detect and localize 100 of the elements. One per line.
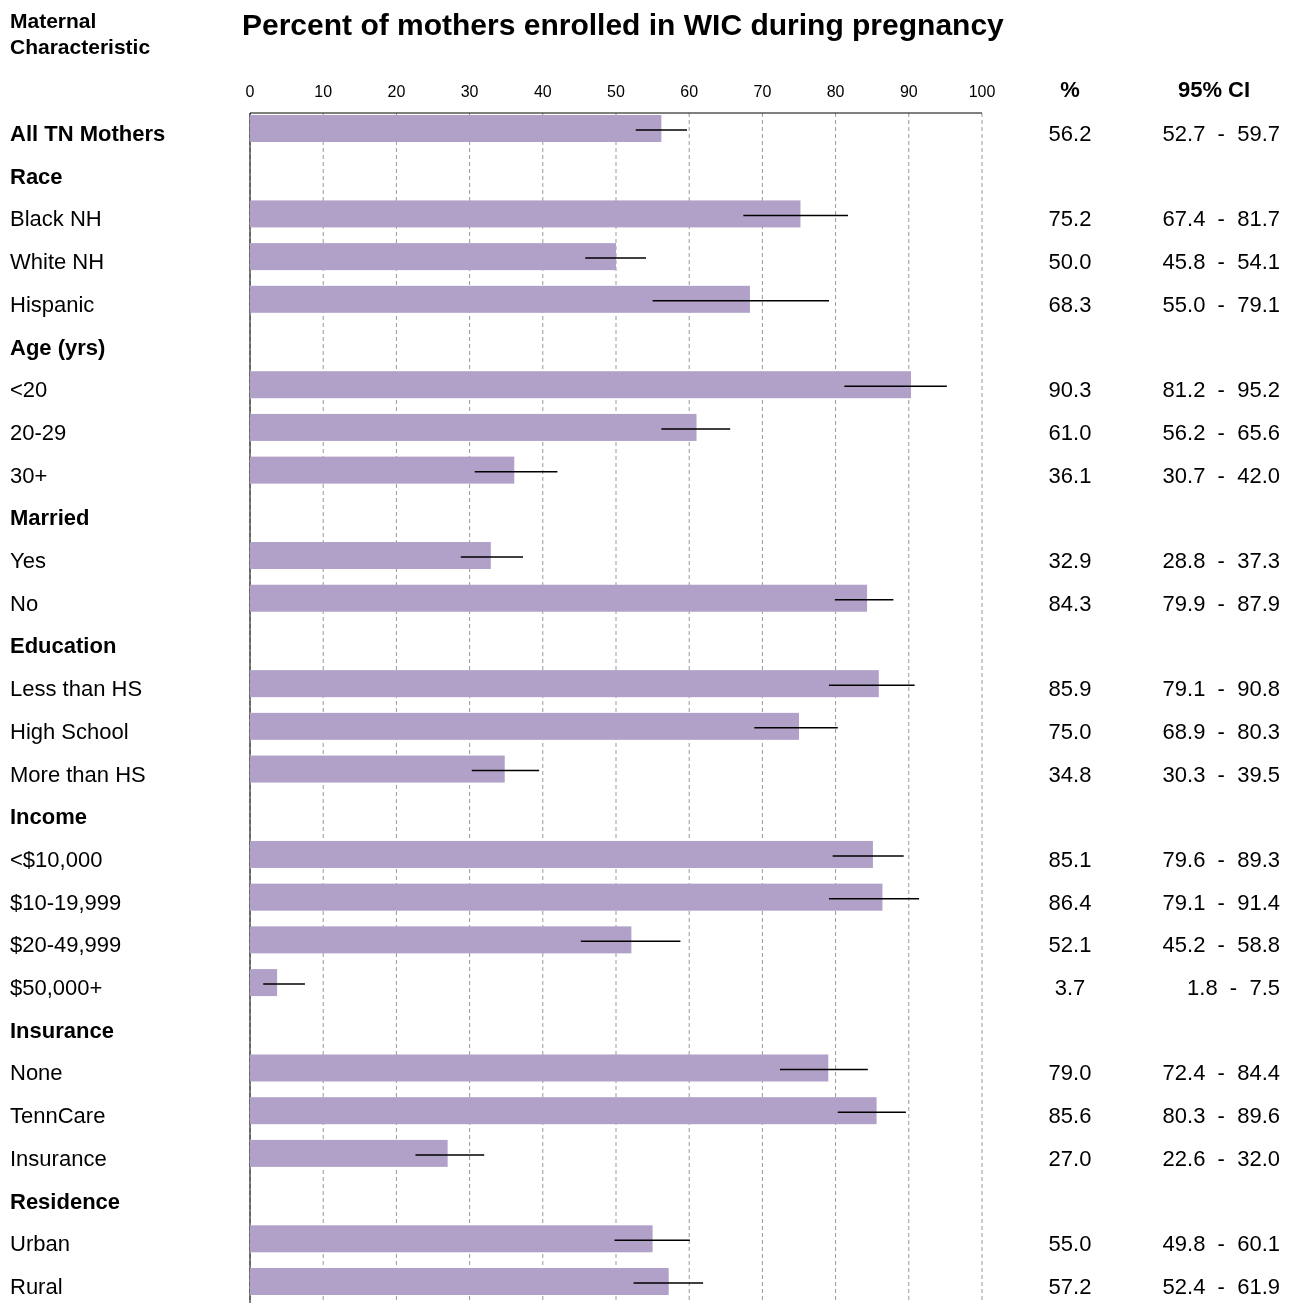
x-tick-label: 50	[607, 83, 625, 100]
y-tick-label: $10-19,999	[10, 889, 122, 915]
text: 72.4 - 84.4	[1162, 1060, 1280, 1086]
text: %	[1060, 77, 1080, 102]
text: 52.4 - 61.9	[1162, 1274, 1280, 1299]
x-tick-label: 10	[314, 83, 333, 100]
text: 55.0 - 79.1	[1162, 291, 1280, 317]
text: 30.3 - 39.5	[1162, 761, 1280, 787]
x-tick-label: 40	[533, 83, 552, 100]
bar	[250, 456, 515, 484]
text: 28.8 - 37.3	[1162, 548, 1280, 574]
y-tick-label: <20	[10, 377, 48, 403]
y-tick-label: Insurance	[10, 1017, 114, 1043]
data-label: 85.6	[1048, 1103, 1092, 1129]
y-tick-label: $20-49,999	[10, 932, 122, 958]
y-tick-label: Less than HS	[10, 676, 143, 702]
bar	[250, 1054, 829, 1082]
y-tick-label: $50,000+	[10, 975, 103, 1001]
y-tick-label: Married	[10, 505, 90, 531]
bar	[250, 285, 750, 313]
data-label: 50.0	[1048, 249, 1092, 275]
text: 79.1 - 91.4	[1162, 889, 1280, 915]
bar	[250, 670, 879, 698]
x-tick-label: 60	[680, 83, 699, 100]
y-tick-label: Urban	[10, 1231, 70, 1257]
x-tick-label: 0	[245, 83, 255, 100]
text: 45.8 - 54.1	[1162, 249, 1280, 275]
data-label: 85.1	[1048, 846, 1092, 872]
bar	[250, 755, 505, 783]
data-label: 56.2	[1048, 121, 1092, 146]
data-label: 61.0	[1048, 419, 1092, 445]
bar	[250, 115, 662, 142]
bar	[250, 413, 697, 441]
x-tick-label: 90	[899, 83, 918, 100]
data-label: 79.0	[1048, 1060, 1092, 1086]
y-tick-label: High School	[10, 718, 129, 744]
text: 81.2 - 95.2	[1162, 377, 1280, 403]
chart-title: Percent of mothers enrolled in WIC during pregnancy	[242, 8, 1005, 41]
data-label: 85.9	[1048, 676, 1092, 702]
data-label: 75.2	[1048, 206, 1092, 232]
y-tick-label: None	[10, 1060, 63, 1086]
x-tick-label: 80	[826, 83, 845, 100]
x-tick-label: 70	[753, 83, 772, 100]
bar	[250, 243, 616, 271]
bar	[250, 542, 491, 570]
y-tick-label: Rural	[10, 1274, 63, 1299]
text: 45.2 - 58.8	[1162, 932, 1280, 958]
text: 79.6 - 89.3	[1162, 846, 1280, 872]
y-tick-label: 30+	[10, 462, 48, 488]
text: 22.6 - 32.0	[1162, 1145, 1280, 1171]
y-tick-label: Residence	[10, 1188, 121, 1214]
text: 49.8 - 60.1	[1162, 1231, 1280, 1257]
text: 68.9 - 80.3	[1162, 718, 1280, 744]
bar	[250, 1139, 448, 1167]
bar	[250, 926, 632, 954]
y-tick-label: More than HS	[10, 761, 146, 787]
bar	[250, 371, 911, 399]
data-label: 36.1	[1048, 462, 1092, 488]
y-tick-label: Hispanic	[10, 291, 95, 317]
data-label: 55.0	[1048, 1231, 1092, 1257]
y-axis-title: Maternal Characteristic	[10, 9, 151, 58]
bar	[250, 1268, 669, 1295]
data-label: 27.0	[1048, 1145, 1092, 1171]
y-tick-label: Education	[10, 633, 117, 659]
text: 95% CI	[1177, 77, 1251, 102]
y-tick-label: Income	[10, 804, 88, 830]
data-label: 52.1	[1048, 932, 1092, 958]
y-tick-label: White NH	[10, 249, 105, 275]
data-label: 86.4	[1048, 889, 1092, 915]
bar	[250, 840, 873, 868]
text: 67.4 - 81.7	[1162, 206, 1280, 232]
data-label: 57.2	[1048, 1274, 1092, 1299]
y-tick-label: Yes	[10, 548, 46, 574]
y-tick-label: No	[10, 590, 39, 616]
x-tick-label: 100	[968, 83, 996, 100]
bar	[250, 200, 801, 228]
y-tick-label: <$10,000	[10, 846, 103, 872]
data-label: 90.3	[1048, 377, 1092, 403]
data-label: 75.0	[1048, 718, 1092, 744]
data-label: 3.7	[1054, 975, 1086, 1001]
text: 56.2 - 65.6	[1162, 419, 1280, 445]
text: 1.8 - 7.5	[1187, 975, 1280, 1001]
data-label: 84.3	[1048, 590, 1092, 616]
y-tick-label: 20-29	[10, 419, 67, 445]
data-label: 32.9	[1048, 548, 1092, 574]
x-tick-label: 20	[387, 83, 406, 100]
text: 52.7 - 59.7	[1162, 121, 1280, 146]
y-tick-label: Age (yrs)	[10, 334, 106, 360]
text: 30.7 - 42.0	[1162, 462, 1280, 488]
bar	[250, 584, 868, 612]
y-tick-label: TennCare	[10, 1103, 106, 1129]
bar	[250, 1097, 877, 1125]
text: 80.3 - 89.6	[1162, 1103, 1280, 1129]
y-tick-label: Black NH	[10, 206, 102, 232]
bar	[250, 969, 278, 997]
x-tick-label: 30	[460, 83, 479, 100]
data-label: 34.8	[1048, 761, 1092, 787]
bar	[250, 712, 799, 740]
y-tick-label: Race	[10, 163, 63, 189]
data-label: 68.3	[1048, 291, 1092, 317]
